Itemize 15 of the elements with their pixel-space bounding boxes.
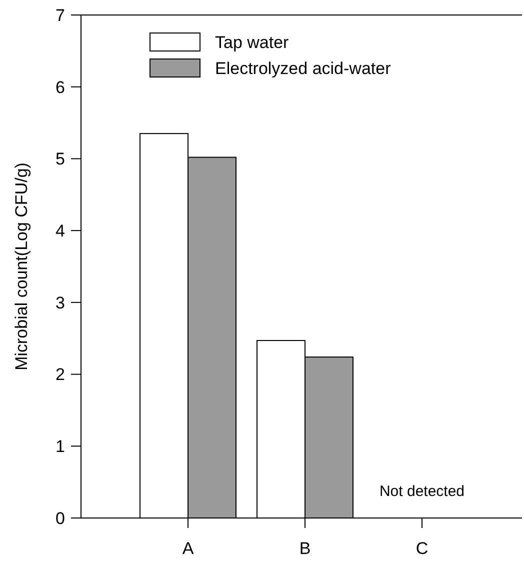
y-tick-label: 3 bbox=[56, 293, 65, 312]
y-tick-label: 6 bbox=[56, 78, 65, 97]
x-tick-label: A bbox=[182, 539, 194, 558]
y-tick-label: 0 bbox=[56, 508, 65, 528]
y-tick-label: 7 bbox=[56, 6, 65, 25]
y-tick-label: 5 bbox=[56, 150, 65, 169]
annotation: Not detected bbox=[379, 483, 465, 500]
y-axis-title: Microbial count(Log CFU/g) bbox=[12, 162, 31, 370]
y-tick-label: 4 bbox=[56, 222, 65, 241]
legend-label: Tap water bbox=[215, 32, 290, 52]
y-tick-label: 2 bbox=[56, 365, 65, 384]
x-tick-label: C bbox=[416, 539, 428, 558]
legend-label: Electrolyzed acid-water bbox=[215, 58, 392, 78]
y-tick-label: 1 bbox=[56, 437, 65, 456]
x-tick-label: B bbox=[299, 539, 311, 558]
